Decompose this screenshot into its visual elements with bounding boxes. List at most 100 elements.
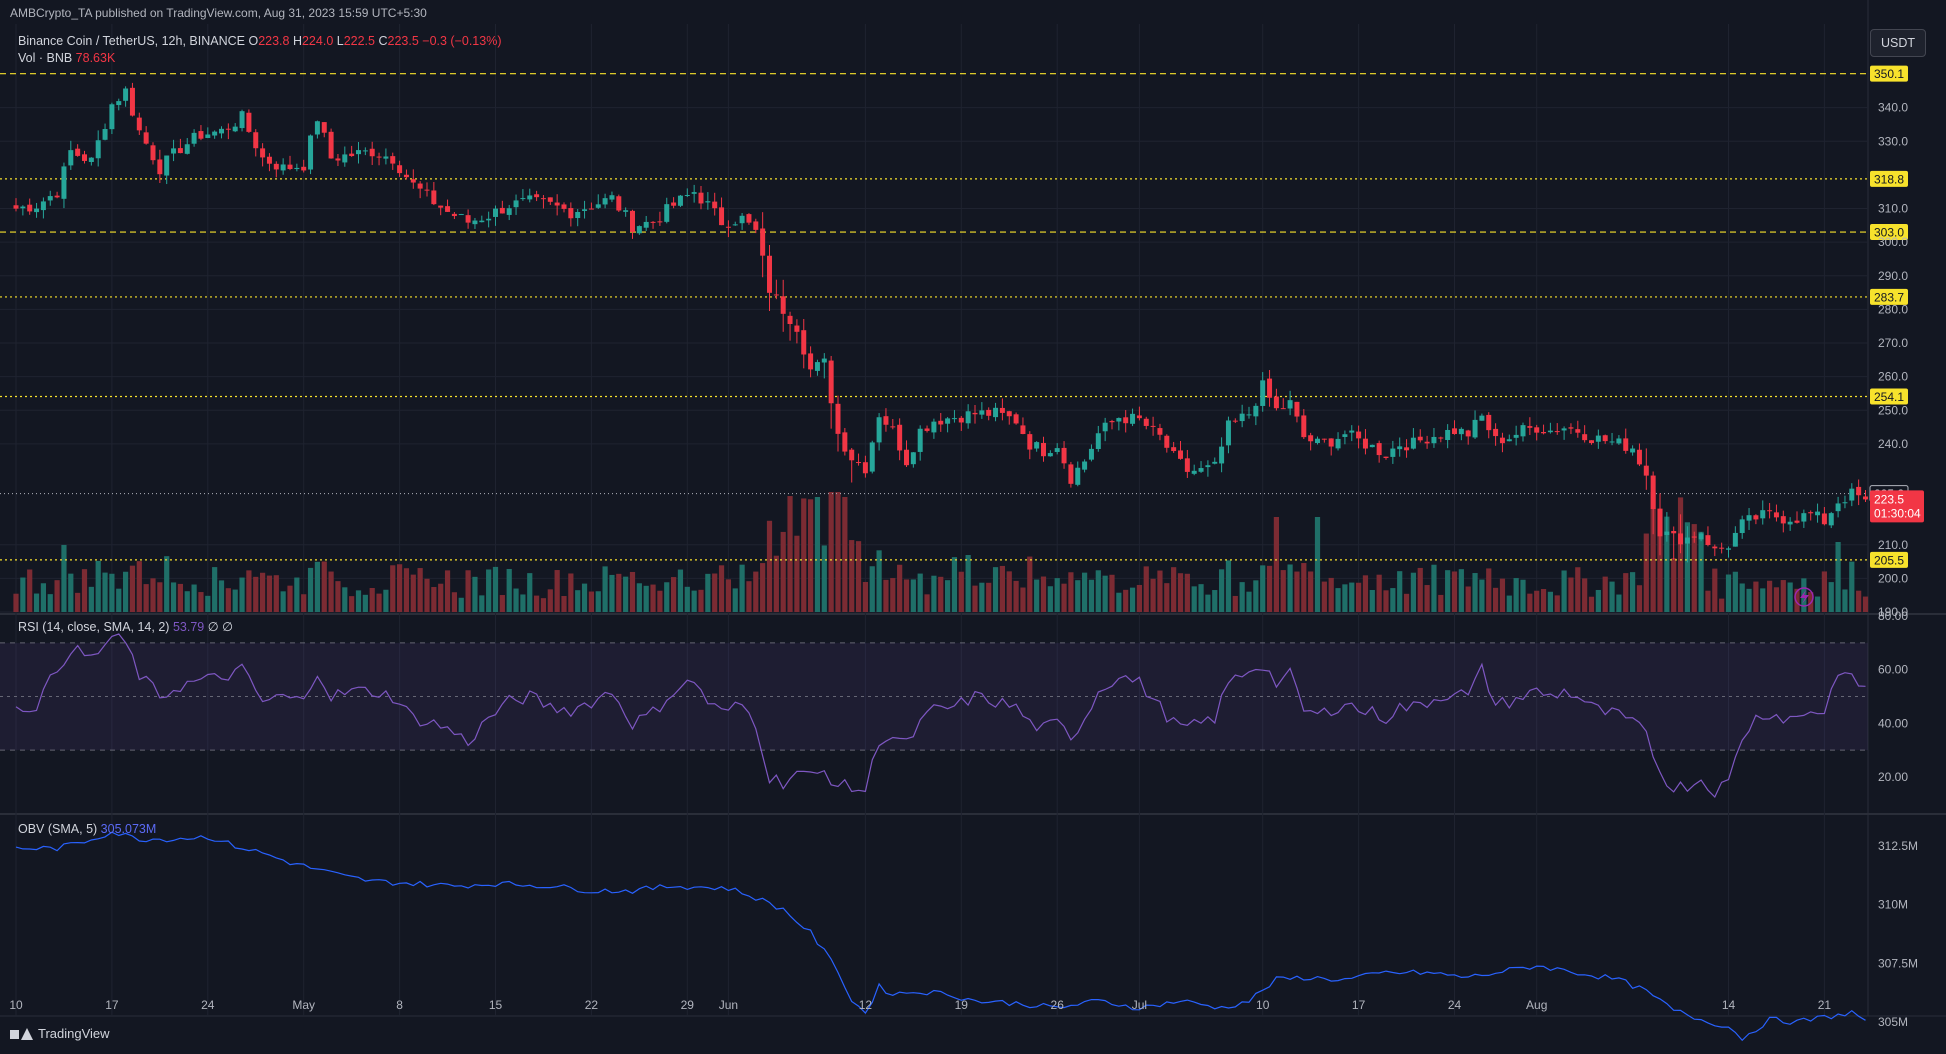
level-price-tag xyxy=(1870,388,1908,405)
candle-body xyxy=(904,449,909,466)
candle-body xyxy=(1054,448,1060,452)
candle-body xyxy=(40,201,46,211)
candle-body xyxy=(725,226,731,228)
price-axis-tick: 290.0 xyxy=(1878,269,1908,283)
candle-body xyxy=(349,153,355,157)
candle-body xyxy=(1595,435,1601,442)
last-price-label: 223.5 xyxy=(1874,492,1904,506)
candle-body xyxy=(856,462,862,464)
volume-bar xyxy=(1410,572,1416,612)
time-axis-tick: 17 xyxy=(1352,998,1366,1012)
volume-bar xyxy=(1568,577,1574,612)
volume-bar xyxy=(27,569,33,612)
volume-bar xyxy=(1383,590,1389,612)
volume-bar xyxy=(1725,574,1732,612)
rsi-title: RSI (14, close, SMA, 14, 2) xyxy=(18,620,170,634)
volume-bar xyxy=(328,571,334,612)
volume-bar xyxy=(1684,522,1690,612)
candle-body xyxy=(869,442,875,472)
volume-bar xyxy=(1075,580,1081,612)
candle-body xyxy=(431,190,437,205)
volume-bar xyxy=(1260,565,1266,612)
candle-body xyxy=(1041,442,1046,457)
candle-body xyxy=(150,145,156,161)
candle-body xyxy=(1335,438,1341,449)
candle-body xyxy=(294,167,300,170)
candle-body xyxy=(1280,408,1286,410)
obv-axis-tick: 310M xyxy=(1878,898,1908,912)
volume-bar xyxy=(1369,589,1375,612)
candle-body xyxy=(1013,414,1019,424)
rsi-value: 53.79 xyxy=(172,620,205,634)
volume-bar xyxy=(33,593,40,612)
candle-body xyxy=(424,189,430,191)
candle-body xyxy=(1534,427,1540,433)
candle-body xyxy=(109,104,115,130)
volume-bar xyxy=(527,573,533,612)
volume-bar xyxy=(1712,568,1718,612)
candle-body xyxy=(356,150,361,155)
candle-body xyxy=(1719,547,1725,549)
volume-bar xyxy=(849,540,855,612)
candle-body xyxy=(664,204,670,222)
volume-bar xyxy=(1129,587,1136,612)
volume-bar xyxy=(636,583,642,612)
candle-body xyxy=(1328,438,1334,447)
rsi-axis-tick: 60.00 xyxy=(1878,663,1908,677)
candle-body xyxy=(1445,429,1451,441)
volume-bar xyxy=(766,520,773,612)
candle-body xyxy=(246,112,252,132)
volume-bar xyxy=(979,582,985,612)
tradingview-brand[interactable]: TradingView xyxy=(10,1026,110,1041)
volume-bar xyxy=(1814,596,1821,612)
level-price-tag xyxy=(1870,288,1908,305)
volume-bar xyxy=(855,541,862,612)
candle-body xyxy=(746,214,752,223)
lightning-icon[interactable] xyxy=(1794,587,1814,607)
candle-body xyxy=(1794,520,1800,523)
low-label: L xyxy=(336,34,344,48)
symbol-legend: Binance Coin / TetherUS, 12h, BINANCE O2… xyxy=(18,34,501,48)
time-axis-tick: 22 xyxy=(585,998,599,1012)
volume-bar xyxy=(1520,579,1526,612)
volume-bar xyxy=(1753,581,1759,612)
candle-body xyxy=(506,208,512,215)
volume-bar xyxy=(1760,588,1766,612)
volume-bar xyxy=(150,578,156,612)
candle-body xyxy=(1835,503,1841,512)
volume-bar xyxy=(1013,580,1019,612)
currency-button[interactable]: USDT xyxy=(1870,29,1926,57)
candle-body xyxy=(794,325,800,332)
candle-body xyxy=(301,166,307,171)
candle-body xyxy=(951,418,957,420)
candle-body xyxy=(527,195,533,200)
volume-bar xyxy=(876,550,882,612)
candle-body xyxy=(493,208,498,217)
candle-body xyxy=(1198,468,1204,472)
candle-body xyxy=(698,192,704,204)
candle-body xyxy=(1383,456,1389,458)
time-axis-tick: 26 xyxy=(1051,998,1065,1012)
volume-bar xyxy=(1287,564,1293,612)
volume-bar xyxy=(712,573,718,612)
volume-bar xyxy=(47,594,53,612)
candle-body xyxy=(958,417,964,423)
volume-bar xyxy=(1534,590,1540,612)
volume-bar xyxy=(1513,578,1519,612)
volume-bar xyxy=(1842,589,1848,612)
price-axis-tick: 210.0 xyxy=(1878,538,1908,552)
volume-bar xyxy=(1438,594,1444,612)
price-axis-tick: 310.0 xyxy=(1878,202,1908,216)
candle-body xyxy=(1787,521,1793,525)
volume-bar xyxy=(650,584,656,612)
volume-bar xyxy=(972,585,978,612)
candle-body xyxy=(739,215,745,224)
candle-body xyxy=(1589,440,1594,444)
time-axis-tick: Jun xyxy=(719,998,738,1012)
time-axis-tick: 24 xyxy=(1448,998,1462,1012)
volume-bar xyxy=(664,582,670,612)
volume-bar xyxy=(184,591,190,612)
volume-legend: Vol · BNB 78.63K xyxy=(18,51,115,65)
volume-bar xyxy=(1499,578,1506,612)
